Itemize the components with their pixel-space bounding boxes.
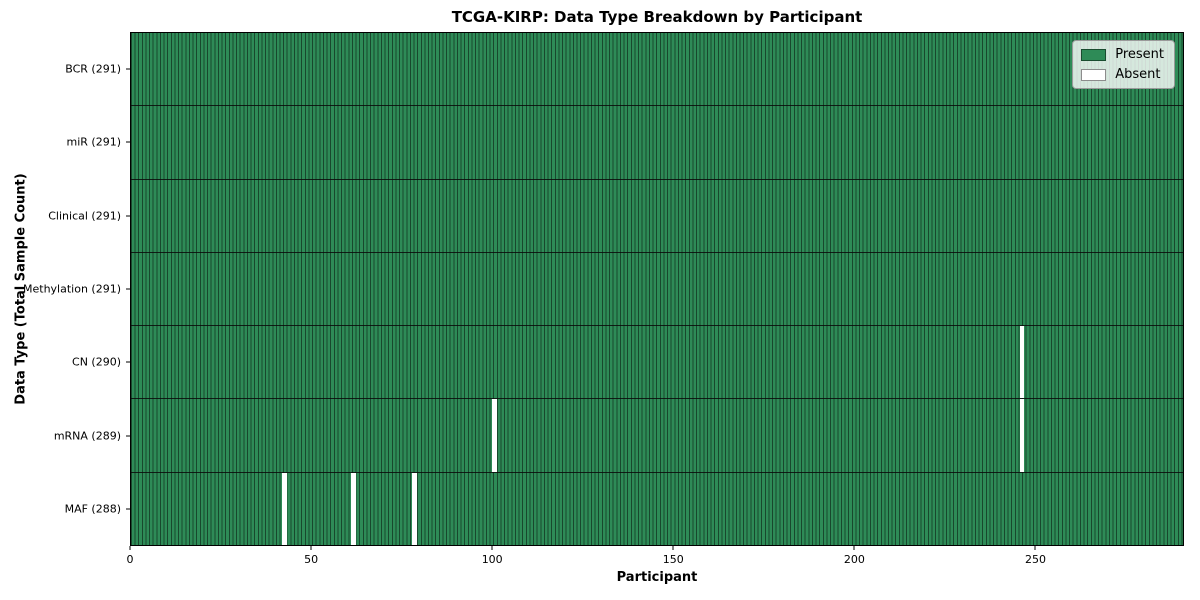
presence-row-mir: [131, 105, 1183, 179]
ytick-mark: [126, 288, 130, 290]
x-axis-ticks: 0 50 100 150 200 250: [126, 546, 1184, 572]
presence-row-bcr: [131, 33, 1183, 106]
ytick-label: mRNA (289): [53, 429, 121, 443]
presence-row-mrna: [131, 398, 1183, 472]
ytick-mark: [126, 435, 130, 437]
ytick-label: Methylation (291): [23, 282, 121, 296]
xtick-mark: [853, 546, 855, 550]
absent-gap: [492, 399, 497, 472]
absent-gap: [351, 472, 356, 545]
legend-entry-present: Present: [1081, 48, 1164, 61]
absent-gap: [412, 472, 418, 545]
presence-row-cn: [131, 325, 1183, 399]
legend-label: Absent: [1115, 67, 1161, 82]
xtick-label: 0: [126, 553, 134, 566]
xtick-label: 100: [481, 553, 503, 566]
xtick-mark: [129, 546, 131, 550]
xtick-label: 50: [304, 553, 319, 566]
ytick-label: Clinical (291): [48, 209, 121, 223]
ytick-mark: [126, 508, 130, 510]
xtick-mark: [491, 546, 493, 550]
ytick-mark: [126, 361, 130, 363]
xtick-mark: [672, 546, 674, 550]
xtick-label: 200: [843, 553, 865, 566]
xtick-label: 150: [662, 553, 684, 566]
ytick-label: MAF (288): [64, 502, 121, 516]
ytick-mark: [126, 215, 130, 217]
y-axis-ticks: BCR (291) miR (291) Clinical (291) Methylat…: [0, 32, 130, 546]
ytick-label: CN (290): [72, 355, 121, 369]
x-axis-label: Participant: [616, 570, 698, 585]
ytick-label: BCR (291): [65, 62, 121, 76]
xtick-label: 250: [1024, 553, 1046, 566]
legend-swatch-present: [1081, 48, 1107, 61]
ytick-label: miR (291): [66, 135, 122, 149]
legend-label: Present: [1115, 47, 1164, 62]
xtick-mark: [310, 546, 312, 550]
presence-row-maf: [131, 471, 1183, 545]
presence-rows: [131, 33, 1183, 545]
ytick-mark: [126, 68, 130, 70]
absent-gap: [1019, 326, 1025, 399]
plot-area: Present Absent: [130, 32, 1184, 546]
legend-entry-absent: Absent: [1081, 68, 1164, 81]
ytick-mark: [126, 141, 130, 143]
presence-row-clinical: [131, 178, 1183, 252]
presence-row-methylation: [131, 251, 1183, 326]
chart-title: TCGA-KIRP: Data Type Breakdown by Partic…: [451, 8, 863, 26]
absent-gap: [1019, 399, 1025, 472]
absent-gap: [282, 472, 287, 545]
legend-swatch-absent: [1081, 68, 1107, 81]
xtick-mark: [1034, 546, 1036, 550]
legend: Present Absent: [1072, 40, 1175, 89]
